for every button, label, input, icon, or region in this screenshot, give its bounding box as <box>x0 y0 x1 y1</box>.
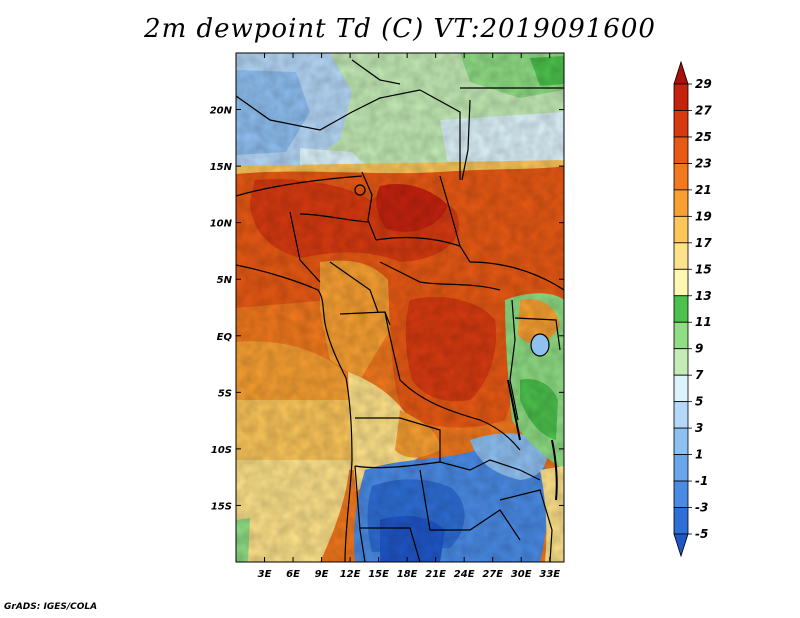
x-tick-label: 9E <box>315 569 329 580</box>
colorbar-label: 27 <box>695 103 712 117</box>
colorbar-segment <box>673 374 689 403</box>
colorbar-segment <box>673 321 689 350</box>
border-nigeria <box>289 211 369 283</box>
x-tick-label: 18E <box>397 569 418 580</box>
y-tick-label: 10N <box>210 219 233 230</box>
coastline-west <box>236 264 353 562</box>
chart-title: 2m dewpoint Td (C) VT:2019091600 <box>144 14 656 44</box>
colorbar-segment <box>673 348 689 376</box>
lake-victoria <box>530 333 550 357</box>
x-tick-label: 30E <box>511 569 532 580</box>
colorbar-top-arrow <box>673 60 689 85</box>
x-tick-label: 3E <box>258 569 272 580</box>
border-car <box>375 236 501 291</box>
colorbar-label: 1 <box>695 448 703 462</box>
colorbar-label: 19 <box>695 209 712 223</box>
colorbar-segment <box>673 215 689 244</box>
border-chad-sudan <box>439 175 471 263</box>
border-angola <box>354 417 441 469</box>
colorbar-segment <box>673 295 689 323</box>
x-tick-label: 12E <box>340 569 361 580</box>
border-congo <box>384 311 521 451</box>
colorbar-segment <box>673 268 689 297</box>
colorbar-label: 7 <box>695 368 704 382</box>
border-niger-chad <box>361 171 377 241</box>
y-tick-label: EQ <box>217 332 233 343</box>
colorbar-label: 9 <box>695 342 703 356</box>
colorbar-segment <box>673 401 689 429</box>
colorbar-label: 17 <box>695 236 712 250</box>
y-tick-label: 5S <box>218 388 232 399</box>
borders <box>236 59 564 562</box>
colorbar-label: 3 <box>695 421 703 435</box>
border-zimbabwe-mozambique <box>499 489 553 562</box>
border-uganda-kenya <box>514 317 561 351</box>
colorbar-label: 13 <box>695 289 712 303</box>
colorbar-bottom-arrow <box>673 533 689 558</box>
colorbar-segment <box>673 136 689 164</box>
border-botswana <box>419 469 521 541</box>
colorbar-label: -1 <box>695 474 708 488</box>
colorbar-segment <box>673 427 689 455</box>
map-frame <box>235 52 565 563</box>
colorbar-label: 23 <box>695 156 712 170</box>
border-mali-algeria <box>236 89 421 131</box>
border-south-sudan <box>469 261 564 291</box>
x-tick-label: 33E <box>539 569 560 580</box>
grads-credit: GrADS: IGES/COLA <box>4 602 98 612</box>
y-tick-label: 10S <box>211 445 232 456</box>
colorbar-label: 29 <box>695 77 712 91</box>
x-tick-label: 15E <box>368 569 389 580</box>
colorbar-segment <box>673 454 689 482</box>
colorbar-segment <box>673 110 689 138</box>
colorbar-segment <box>673 163 689 191</box>
border-namibia <box>354 465 421 562</box>
x-tick-label: 24E <box>454 569 475 580</box>
border-algeria-libya <box>351 59 401 85</box>
border-niger-libya <box>419 89 461 180</box>
y-axis: 20N 15N 10N 5N EQ 5S 10S 15S <box>210 106 564 512</box>
colorbar-label: 25 <box>695 130 712 144</box>
colorbar-segment <box>673 507 689 535</box>
colorbar-label: 5 <box>695 395 703 409</box>
colorbar-segment <box>673 189 689 217</box>
y-tick-label: 15S <box>211 501 232 512</box>
x-tick-label: 21E <box>425 569 446 580</box>
colorbar-label: 21 <box>695 183 712 197</box>
border-drc-east <box>509 299 519 421</box>
lake-chad <box>354 184 366 196</box>
colorbar-segment <box>673 480 689 508</box>
border-zambia <box>439 459 541 481</box>
colorbar-segment <box>673 83 689 111</box>
colorbar-segment <box>673 242 689 270</box>
y-tick-label: 5N <box>217 275 233 286</box>
colorbar-label: -3 <box>695 501 708 515</box>
y-tick-label: 15N <box>210 162 233 173</box>
border-sahel-north <box>236 175 363 197</box>
colorbar-label: 15 <box>695 262 712 276</box>
lake-tanganyika <box>507 379 521 441</box>
texture-grain <box>236 53 564 562</box>
lake-malawi <box>551 439 558 501</box>
x-axis: 3E 6E 9E 12E 15E 18E 21E 24E 27E 30E 33E <box>258 53 560 580</box>
colorbar-label: 11 <box>695 315 712 329</box>
colorbar-label: -5 <box>695 527 708 541</box>
y-tick-label: 20N <box>210 106 233 117</box>
nile <box>461 99 471 181</box>
x-tick-label: 27E <box>482 569 503 580</box>
x-tick-label: 6E <box>286 569 300 580</box>
